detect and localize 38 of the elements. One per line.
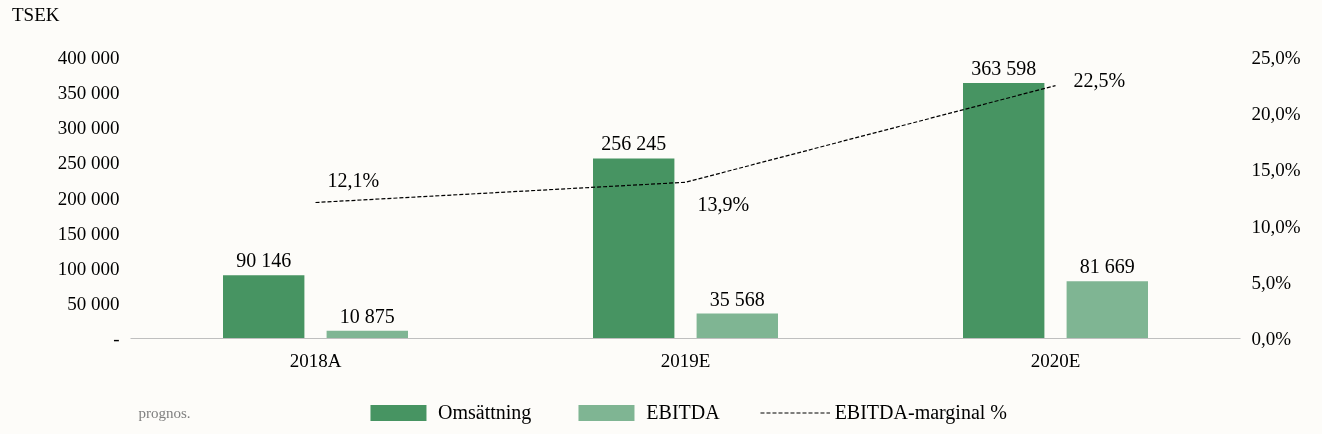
y-tick-label: 50 000 [67, 292, 120, 314]
legend-label: Omsättning [437, 400, 532, 424]
x-tick-label: 2018A [289, 349, 342, 371]
data-label: 12,1% [327, 169, 380, 192]
y2-tick-label: 25,0% [1251, 47, 1301, 68]
data-label: 13,9% [697, 193, 750, 216]
bar [1066, 281, 1148, 339]
y-tick-label: 350 000 [57, 82, 120, 104]
data-label: 256 245 [601, 132, 667, 155]
bar [963, 83, 1045, 339]
y-tick-label: 300 000 [57, 117, 120, 139]
bar [223, 275, 305, 339]
y-tick-label: 400 000 [57, 47, 120, 68]
bar [593, 158, 675, 339]
data-label: 10 875 [339, 304, 395, 327]
x-tick-label: 2020E [1030, 349, 1081, 371]
text: prognos. [138, 404, 191, 421]
legend-label: EBITDA [646, 400, 720, 424]
bar [696, 313, 778, 339]
y2-tick-label: 5,0% [1251, 271, 1292, 293]
y-tick-label: 250 000 [57, 152, 120, 174]
y-tick-label: 200 000 [57, 187, 120, 209]
y-axis-title: TSEK [12, 3, 60, 27]
data-label: 81 669 [1079, 255, 1135, 278]
data-label: 363 598 [971, 57, 1037, 80]
data-label: 90 146 [236, 249, 292, 272]
y2-tick-label: 10,0% [1251, 215, 1301, 237]
y2-tick-label: 20,0% [1251, 103, 1301, 125]
legend-label: EBITDA-marginal % [834, 400, 1008, 424]
y-tick-label: 150 000 [57, 222, 120, 244]
data-label: 22,5% [1073, 68, 1126, 91]
y2-tick-label: 15,0% [1251, 159, 1301, 181]
y-tick-label: - [113, 328, 120, 349]
y-tick-label: 100 000 [57, 257, 120, 279]
y2-tick-label: 0,0% [1251, 328, 1292, 349]
data-label: 35 568 [709, 287, 765, 310]
bar [326, 330, 408, 339]
x-tick-label: 2019E [660, 349, 711, 371]
